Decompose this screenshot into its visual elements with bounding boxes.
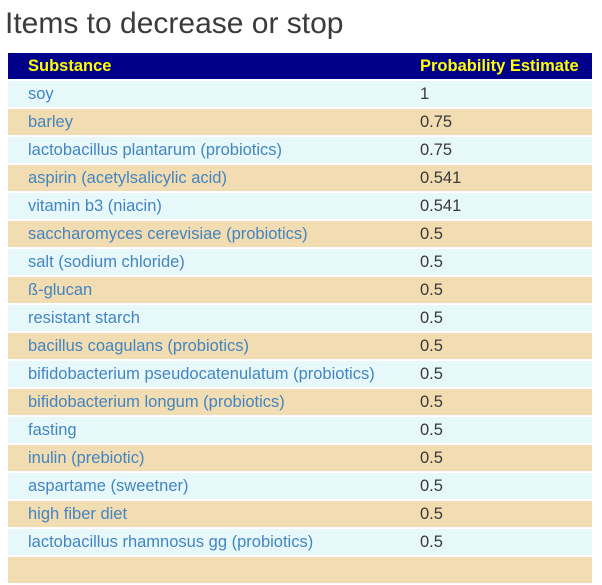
substance-cell: vitamin b3 (niacin)	[8, 193, 400, 219]
substance-cell: saccharomyces cerevisiae (probiotics)	[8, 221, 400, 247]
substance-cell	[8, 557, 400, 583]
table-row: high fiber diet 0.5	[8, 501, 592, 527]
probability-cell: 0.5	[400, 529, 592, 555]
table-row: salt (sodium chloride) 0.5	[8, 249, 592, 275]
substance-cell: barley	[8, 109, 400, 135]
probability-cell: 0.5	[400, 445, 592, 471]
probability-cell: 0.541	[400, 193, 592, 219]
probability-cell: 0.5	[400, 501, 592, 527]
probability-cell: 0.5	[400, 389, 592, 415]
table-row: soy 1	[8, 81, 592, 107]
table-row: aspirin (acetylsalicylic acid) 0.541	[8, 165, 592, 191]
substance-cell: lactobacillus plantarum (probiotics)	[8, 137, 400, 163]
substance-cell: lactobacillus rhamnosus gg (probiotics)	[8, 529, 400, 555]
probability-cell: 0.541	[400, 165, 592, 191]
probability-cell: 0.5	[400, 249, 592, 275]
probability-cell: 0.5	[400, 361, 592, 387]
substance-cell: ß-glucan	[8, 277, 400, 303]
probability-cell: 0.5	[400, 473, 592, 499]
table-head: Substance Probability Estimate	[8, 53, 592, 79]
probability-cell: 1	[400, 81, 592, 107]
probability-cell: 0.75	[400, 109, 592, 135]
substance-cell: salt (sodium chloride)	[8, 249, 400, 275]
table-row: bifidobacterium pseudocatenulatum (probi…	[8, 361, 592, 387]
substance-cell: bifidobacterium pseudocatenulatum (probi…	[8, 361, 400, 387]
table-row: fasting 0.5	[8, 417, 592, 443]
substance-cell: bifidobacterium longum (probiotics)	[8, 389, 400, 415]
substance-cell: soy	[8, 81, 400, 107]
column-header-probability-estimate: Probability Estimate	[400, 53, 592, 79]
substance-cell: aspirin (acetylsalicylic acid)	[8, 165, 400, 191]
probability-cell: 0.5	[400, 221, 592, 247]
table-row: saccharomyces cerevisiae (probiotics) 0.…	[8, 221, 592, 247]
table-row: barley 0.75	[8, 109, 592, 135]
table-row	[8, 557, 592, 583]
substance-cell: high fiber diet	[8, 501, 400, 527]
table-row: lactobacillus rhamnosus gg (probiotics) …	[8, 529, 592, 555]
probability-cell: 0.5	[400, 305, 592, 331]
probability-cell	[400, 557, 592, 583]
table-row: bacillus coagulans (probiotics) 0.5	[8, 333, 592, 359]
probability-cell: 0.5	[400, 277, 592, 303]
probability-cell: 0.5	[400, 333, 592, 359]
table-row: inulin (prebiotic) 0.5	[8, 445, 592, 471]
substance-cell: bacillus coagulans (probiotics)	[8, 333, 400, 359]
substance-cell: fasting	[8, 417, 400, 443]
table-row: aspartame (sweetner) 0.5	[8, 473, 592, 499]
table-header-row: Substance Probability Estimate	[8, 53, 592, 79]
items-table: Substance Probability Estimate soy 1 bar…	[8, 51, 592, 585]
probability-cell: 0.5	[400, 417, 592, 443]
substance-cell: resistant starch	[8, 305, 400, 331]
table-row: resistant starch 0.5	[8, 305, 592, 331]
probability-cell: 0.75	[400, 137, 592, 163]
column-header-substance: Substance	[8, 53, 400, 79]
table-body: soy 1 barley 0.75 lactobacillus plantaru…	[8, 81, 592, 583]
page-title: Items to decrease or stop	[5, 7, 344, 40]
table-row: ß-glucan 0.5	[8, 277, 592, 303]
table-row: bifidobacterium longum (probiotics) 0.5	[8, 389, 592, 415]
table-row: vitamin b3 (niacin) 0.541	[8, 193, 592, 219]
table-row: lactobacillus plantarum (probiotics) 0.7…	[8, 137, 592, 163]
substance-cell: inulin (prebiotic)	[8, 445, 400, 471]
substance-cell: aspartame (sweetner)	[8, 473, 400, 499]
